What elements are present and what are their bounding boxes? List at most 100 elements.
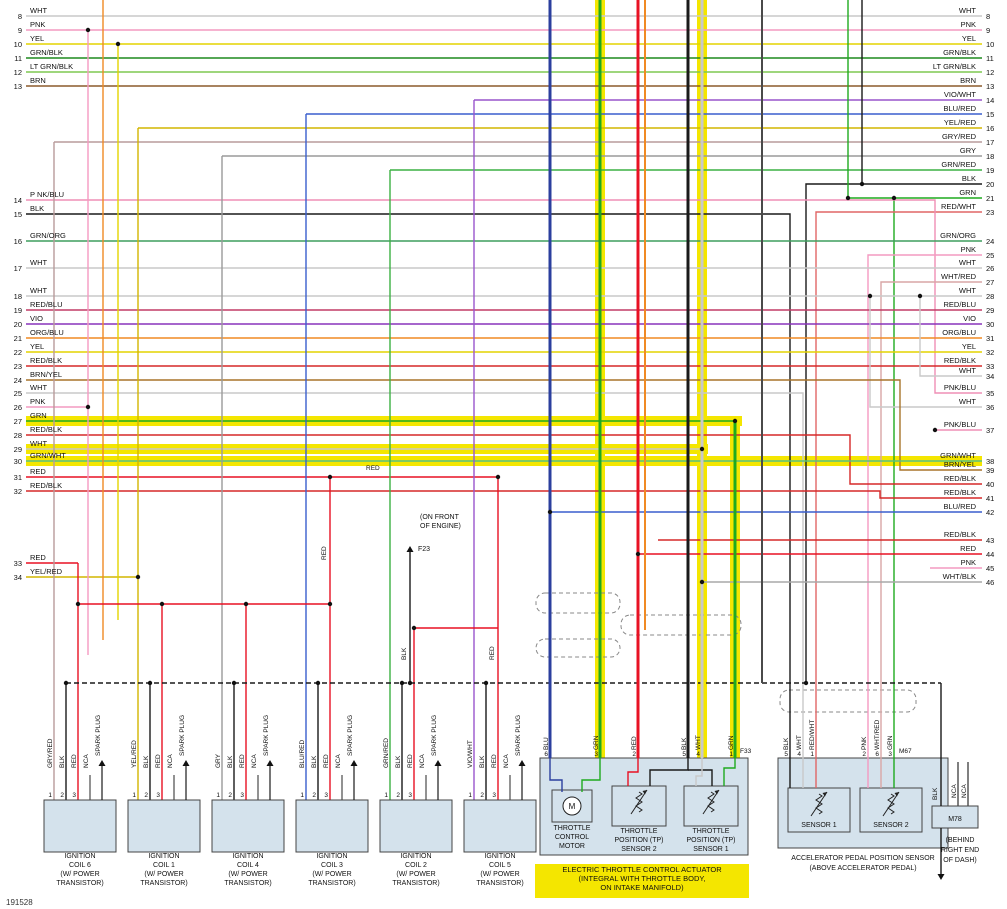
tp-sensor-box	[683, 785, 739, 827]
pin-number-right: 12	[986, 68, 994, 77]
wire-label-left: YEL	[30, 34, 44, 43]
junction-dot	[327, 474, 333, 480]
coil-pin-label: BLK	[395, 755, 402, 768]
coil-caption: (W/ POWER	[480, 871, 519, 878]
wire-BLK	[688, 769, 713, 786]
coil-caption: IGNITION	[484, 853, 515, 860]
wire-label-right: GRN/ORG	[940, 231, 976, 240]
coil-pin-number: 2	[396, 792, 400, 799]
wire-label-right: GRN/RED	[941, 160, 976, 169]
coil-pin-number: 3	[408, 792, 412, 799]
wire-label-left: RED	[30, 467, 46, 476]
wiper-arrowhead	[894, 792, 899, 797]
coil-pin-label: BLK	[143, 755, 150, 768]
wire-label-left: WHT	[30, 383, 47, 392]
pin-number-left: 17	[14, 264, 22, 273]
wire-label-right: PNK	[961, 558, 976, 567]
coil-pin-number: 2	[480, 792, 484, 799]
wire-inline-label: NCA	[951, 784, 958, 798]
pin-number-right: 21	[986, 194, 994, 203]
connector-pin-number: 2	[862, 751, 866, 758]
wire-label-left: LT GRN/BLK	[30, 62, 73, 71]
wire-RED/BLK	[26, 434, 982, 485]
f23-arrow	[406, 546, 414, 552]
pin-number-left: 14	[14, 196, 22, 205]
wire-label-right: BRN	[960, 76, 976, 85]
pin-number-right: 16	[986, 124, 994, 133]
junction-dot	[135, 574, 141, 580]
junction-dot	[407, 680, 413, 686]
junction-dot	[732, 418, 738, 424]
wire-label-right: PNK	[961, 20, 976, 29]
tp-sensor-caption: THROTTLE	[621, 828, 658, 835]
pin-number-left: 29	[14, 445, 22, 454]
wire-label-right: BRN/YEL	[944, 460, 976, 469]
connector-pin-number: 6	[875, 751, 879, 758]
pin-number-right: 28	[986, 292, 994, 301]
pin-number-left: 26	[14, 403, 22, 412]
coil-caption: IGNITION	[232, 853, 263, 860]
spark-plug-arrow	[182, 760, 190, 766]
shield-capsule	[779, 689, 917, 713]
coil-pin-label: RED	[71, 754, 78, 768]
wire-label-left: ORG/BLU	[30, 328, 64, 337]
wire-label-right: RED/BLU	[943, 300, 976, 309]
tp-sensor-caption: THROTTLE	[693, 828, 730, 835]
wire-label-left: WHT	[30, 286, 47, 295]
pin-number-left: 21	[14, 334, 22, 343]
coil-pin-label: RED	[407, 754, 414, 768]
connector-pin-label: BLK	[681, 737, 688, 750]
junction-dot	[635, 551, 641, 557]
pin-number-right: 39	[986, 466, 994, 475]
wire-label-right: WHT/RED	[941, 272, 977, 281]
m78-caption: OF DASH)	[943, 857, 976, 864]
pin-number-right: 25	[986, 251, 994, 260]
throttle-caption: ELECTRIC THROTTLE CONTROL ACTUATOR	[562, 865, 722, 874]
coil-caption: TRANSISTOR)	[224, 880, 271, 887]
junction-dot	[243, 601, 249, 607]
coil-caption: (W/ POWER	[60, 871, 99, 878]
junction-dot	[803, 680, 809, 686]
wire-label-left: WHT	[30, 6, 47, 15]
junction-dot	[399, 680, 405, 686]
wire-label-right: RED/BLK	[944, 530, 976, 539]
tp-sensor-caption: POSITION (TP)	[687, 837, 736, 844]
connector-pin-number: 1	[810, 751, 814, 758]
pin-number-right: 44	[986, 550, 994, 559]
accel-caption: ACCELERATOR PEDAL POSITION SENSOR	[791, 855, 934, 862]
junction-dot	[699, 446, 705, 452]
wire-WHT	[26, 392, 804, 788]
wire-label-right: BLU/RED	[943, 104, 976, 113]
wire-label-left: GRN/WHT	[30, 451, 66, 460]
pin-number-right: 32	[986, 348, 994, 357]
wire-WHT	[695, 758, 703, 786]
resistor-symbol	[707, 791, 715, 813]
pin-number-left: 13	[14, 82, 22, 91]
wire-label-right: RED	[960, 544, 976, 553]
motor-caption: CONTROL	[555, 834, 589, 841]
pin-number-right: 23	[986, 208, 994, 217]
junction-dot	[159, 601, 165, 607]
pin-number-right: 11	[986, 54, 994, 63]
coil-pin-number: 1	[300, 792, 304, 799]
pin-number-left: 9	[18, 26, 22, 35]
pin-number-left: 28	[14, 431, 22, 440]
spark-plug-label: SPARK PLUG	[431, 715, 438, 756]
wire-label-right: VIO	[963, 314, 976, 323]
wire-label-left: RED/BLK	[30, 425, 62, 434]
coil-pin-label: BLK	[311, 755, 318, 768]
accel-caption: (ABOVE ACCELERATOR PEDAL)	[809, 865, 916, 872]
wire-label-left: PNK	[30, 20, 45, 29]
coil-caption: COIL 5	[489, 862, 511, 869]
shield-capsule	[620, 614, 742, 636]
pin-number-right: 38	[986, 457, 994, 466]
wire-label-left: WHT	[30, 439, 47, 448]
wire-label-right: GRN/WHT	[940, 451, 976, 460]
coil-pin-number: 3	[240, 792, 244, 799]
pin-number-left: 22	[14, 348, 22, 357]
wire-inline-label: NCA	[961, 784, 968, 798]
motor-caption: MOTOR	[559, 843, 585, 850]
pin-number-right: 14	[986, 96, 994, 105]
coil-caption: TRANSISTOR)	[56, 880, 103, 887]
pin-number-left: 19	[14, 306, 22, 315]
